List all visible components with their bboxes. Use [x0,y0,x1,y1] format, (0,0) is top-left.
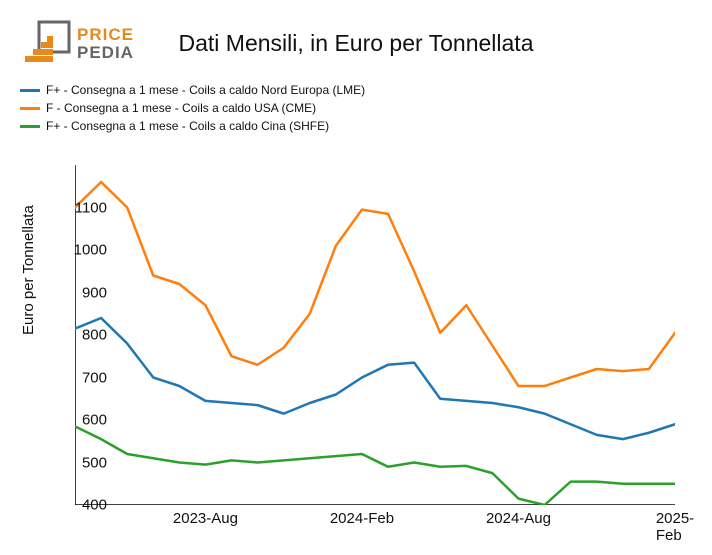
ytick-label: 1000 [74,242,107,259]
y-axis-label: Euro per Tonnellata [20,205,37,335]
xtick-label: 2024-Aug [486,510,551,527]
ytick-label: 1100 [75,199,107,216]
legend-item: F - Consegna a 1 mese - Coils a caldo US… [20,100,365,117]
chart-title: Dati Mensili, in Euro per Tonnellata [179,30,534,57]
legend-label: F+ - Consegna a 1 mese - Coils a caldo C… [46,118,329,135]
axes [75,165,675,505]
logo-svg: PRICE PEDIA [25,18,165,68]
legend: F+ - Consegna a 1 mese - Coils a caldo N… [20,82,365,136]
chart-frame: PRICE PEDIA Dati Mensili, in Euro per To… [0,0,712,555]
legend-swatch [20,89,40,92]
ytick-label: 400 [82,497,107,514]
xtick-label: 2025-Feb [656,510,694,544]
series-line [75,182,675,386]
legend-item: F+ - Consegna a 1 mese - Coils a caldo N… [20,82,365,99]
logo-text-top: PRICE [77,25,134,44]
logo-text-bottom: PEDIA [77,43,134,62]
xtick-label: 2023-Aug [173,510,238,527]
ytick-label: 500 [82,454,107,471]
series-line [75,318,675,439]
legend-label: F+ - Consegna a 1 mese - Coils a caldo N… [46,82,365,99]
series-line [75,426,675,505]
pricepedia-logo: PRICE PEDIA [25,18,165,73]
xtick-label: 2024-Feb [330,510,394,527]
legend-swatch [20,107,40,110]
legend-item: F+ - Consegna a 1 mese - Coils a caldo C… [20,118,365,135]
legend-label: F - Consegna a 1 mese - Coils a caldo US… [46,100,316,117]
ytick-label: 800 [82,327,107,344]
ytick-label: 700 [82,369,107,386]
ytick-label: 600 [82,412,107,429]
plot-area [75,165,675,505]
legend-swatch [20,125,40,128]
ytick-label: 900 [82,284,107,301]
